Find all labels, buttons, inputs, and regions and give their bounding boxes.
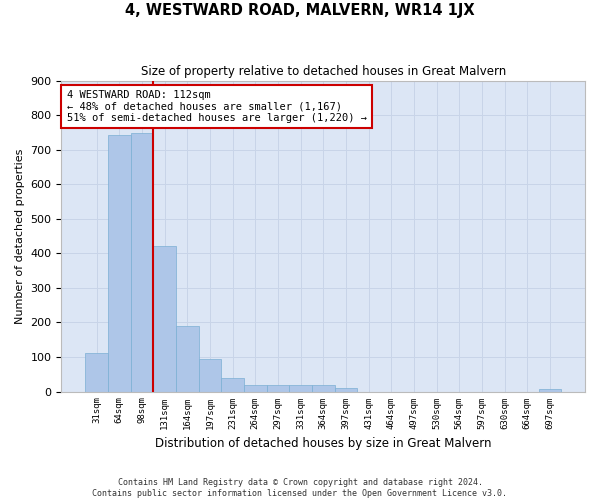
Y-axis label: Number of detached properties: Number of detached properties	[15, 148, 25, 324]
Bar	[266, 384, 289, 392]
Text: Contains HM Land Registry data © Crown copyright and database right 2024.
Contai: Contains HM Land Registry data © Crown c…	[92, 478, 508, 498]
Text: 4 WESTWARD ROAD: 112sqm
← 48% of detached houses are smaller (1,167)
51% of semi: 4 WESTWARD ROAD: 112sqm ← 48% of detache…	[67, 90, 367, 123]
Bar	[539, 389, 561, 392]
Bar	[85, 352, 108, 392]
Bar	[335, 388, 357, 392]
Bar	[108, 135, 131, 392]
Bar	[153, 246, 176, 392]
X-axis label: Distribution of detached houses by size in Great Malvern: Distribution of detached houses by size …	[155, 437, 491, 450]
Bar	[131, 133, 153, 392]
Bar	[176, 326, 199, 392]
Text: 4, WESTWARD ROAD, MALVERN, WR14 1JX: 4, WESTWARD ROAD, MALVERN, WR14 1JX	[125, 2, 475, 18]
Bar	[221, 378, 244, 392]
Bar	[312, 386, 335, 392]
Bar	[199, 358, 221, 392]
Bar	[289, 386, 312, 392]
Title: Size of property relative to detached houses in Great Malvern: Size of property relative to detached ho…	[140, 65, 506, 78]
Bar	[244, 384, 266, 392]
